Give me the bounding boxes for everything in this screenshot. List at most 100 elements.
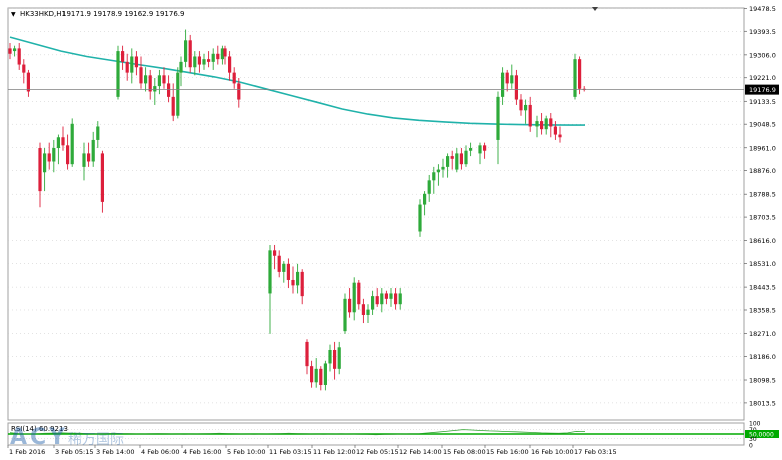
candle <box>139 56 143 89</box>
candle <box>268 244 272 334</box>
candle <box>578 56 582 95</box>
candle-body <box>375 296 379 305</box>
candle <box>87 142 91 167</box>
candle <box>56 134 60 165</box>
candle-body <box>573 59 577 97</box>
candle <box>540 113 544 135</box>
candle-body <box>323 363 327 385</box>
candle <box>220 45 224 65</box>
candle-body <box>432 172 436 181</box>
candle-body <box>535 121 539 127</box>
x-tick-label: 11 Feb 03:15 <box>269 448 312 456</box>
candle-body <box>371 296 375 310</box>
axes: 19478.5 19393.5 19306.0 19221.0 19133.5 19048… <box>7 5 779 456</box>
candle-body <box>96 126 100 140</box>
candle-body <box>43 153 47 173</box>
candle <box>553 121 557 140</box>
rsi-tick-label: 0 <box>749 443 753 450</box>
candle <box>296 263 300 294</box>
candle-body <box>348 298 352 313</box>
candle-body <box>26 72 30 92</box>
ohlc-readout: 19171.9 19178.9 19162.9 19176.9 <box>62 10 184 18</box>
x-tick-label: 3 Feb 14:00 <box>96 448 135 456</box>
candle-body <box>519 99 523 111</box>
x-tick-label: 11 Feb 12:00 <box>313 448 356 456</box>
candle-body <box>343 298 347 332</box>
y-tick-label: 19133.5 <box>749 98 776 106</box>
candle-body <box>469 148 473 151</box>
candle <box>361 298 365 324</box>
y-tick-label: 19221.0 <box>749 74 776 82</box>
candle <box>121 45 125 70</box>
candle <box>380 288 384 313</box>
rsi-label: RSI(14) 60.9213 <box>11 425 68 433</box>
candle <box>375 288 379 307</box>
candle-body <box>188 40 192 68</box>
candle-body <box>501 72 505 97</box>
candle-body <box>446 156 450 167</box>
candle-body <box>61 137 65 146</box>
candle <box>464 145 468 167</box>
candle <box>43 148 47 192</box>
y-tick-label: 18876.0 <box>749 167 776 175</box>
candle <box>38 142 42 208</box>
candle <box>478 142 482 165</box>
candle-body <box>333 349 337 369</box>
candle-body <box>171 96 175 116</box>
candle <box>446 153 450 178</box>
candle-body <box>305 341 309 367</box>
candle-body <box>558 134 562 138</box>
candle-body <box>121 51 125 62</box>
candle <box>26 69 30 97</box>
candle <box>384 290 388 305</box>
grid-lines <box>8 8 744 404</box>
candle-body <box>8 48 12 54</box>
candle-body <box>162 75 166 84</box>
candle <box>505 69 509 92</box>
candle <box>202 53 206 70</box>
dropdown-arrow-icon[interactable]: ▼ <box>11 11 16 18</box>
candle <box>52 139 56 173</box>
candle-body <box>540 121 544 130</box>
x-tick-label: 1 Feb 2016 <box>9 448 45 456</box>
candle <box>455 148 459 173</box>
chart-shift-marker-icon[interactable] <box>592 7 598 11</box>
candle-body <box>380 293 384 305</box>
candle <box>277 250 281 278</box>
candle <box>549 113 553 138</box>
candle <box>343 293 347 334</box>
candle-body <box>82 153 86 167</box>
candle-body <box>578 59 582 89</box>
candle-body <box>319 368 323 385</box>
candle <box>13 45 17 57</box>
candle-body <box>273 250 277 256</box>
candle <box>483 142 487 159</box>
candle-body <box>70 123 74 165</box>
candle <box>510 64 514 89</box>
candle-body <box>184 40 188 62</box>
x-tick-label: 16 Feb 10:00 <box>531 448 574 456</box>
candle <box>441 158 445 178</box>
candle <box>357 279 361 310</box>
candle <box>82 142 86 181</box>
candle <box>501 67 505 105</box>
candle <box>70 118 74 167</box>
candle-body <box>310 366 314 383</box>
candle-body <box>130 56 134 73</box>
candle <box>282 261 286 283</box>
candle <box>333 341 337 380</box>
candle-body <box>216 53 220 60</box>
candle-body <box>179 61 183 73</box>
y-tick-label: 18186.0 <box>749 353 776 361</box>
candle <box>148 69 152 100</box>
x-tick-label: 15 Feb 08:00 <box>443 448 486 456</box>
candle <box>544 115 548 135</box>
rsi-tick-label: 50.0000 <box>749 432 774 439</box>
candle-body <box>232 72 236 84</box>
candle-body <box>366 309 370 315</box>
candle-body <box>197 56 201 65</box>
moving-average <box>9 36 585 126</box>
candle <box>197 51 201 73</box>
